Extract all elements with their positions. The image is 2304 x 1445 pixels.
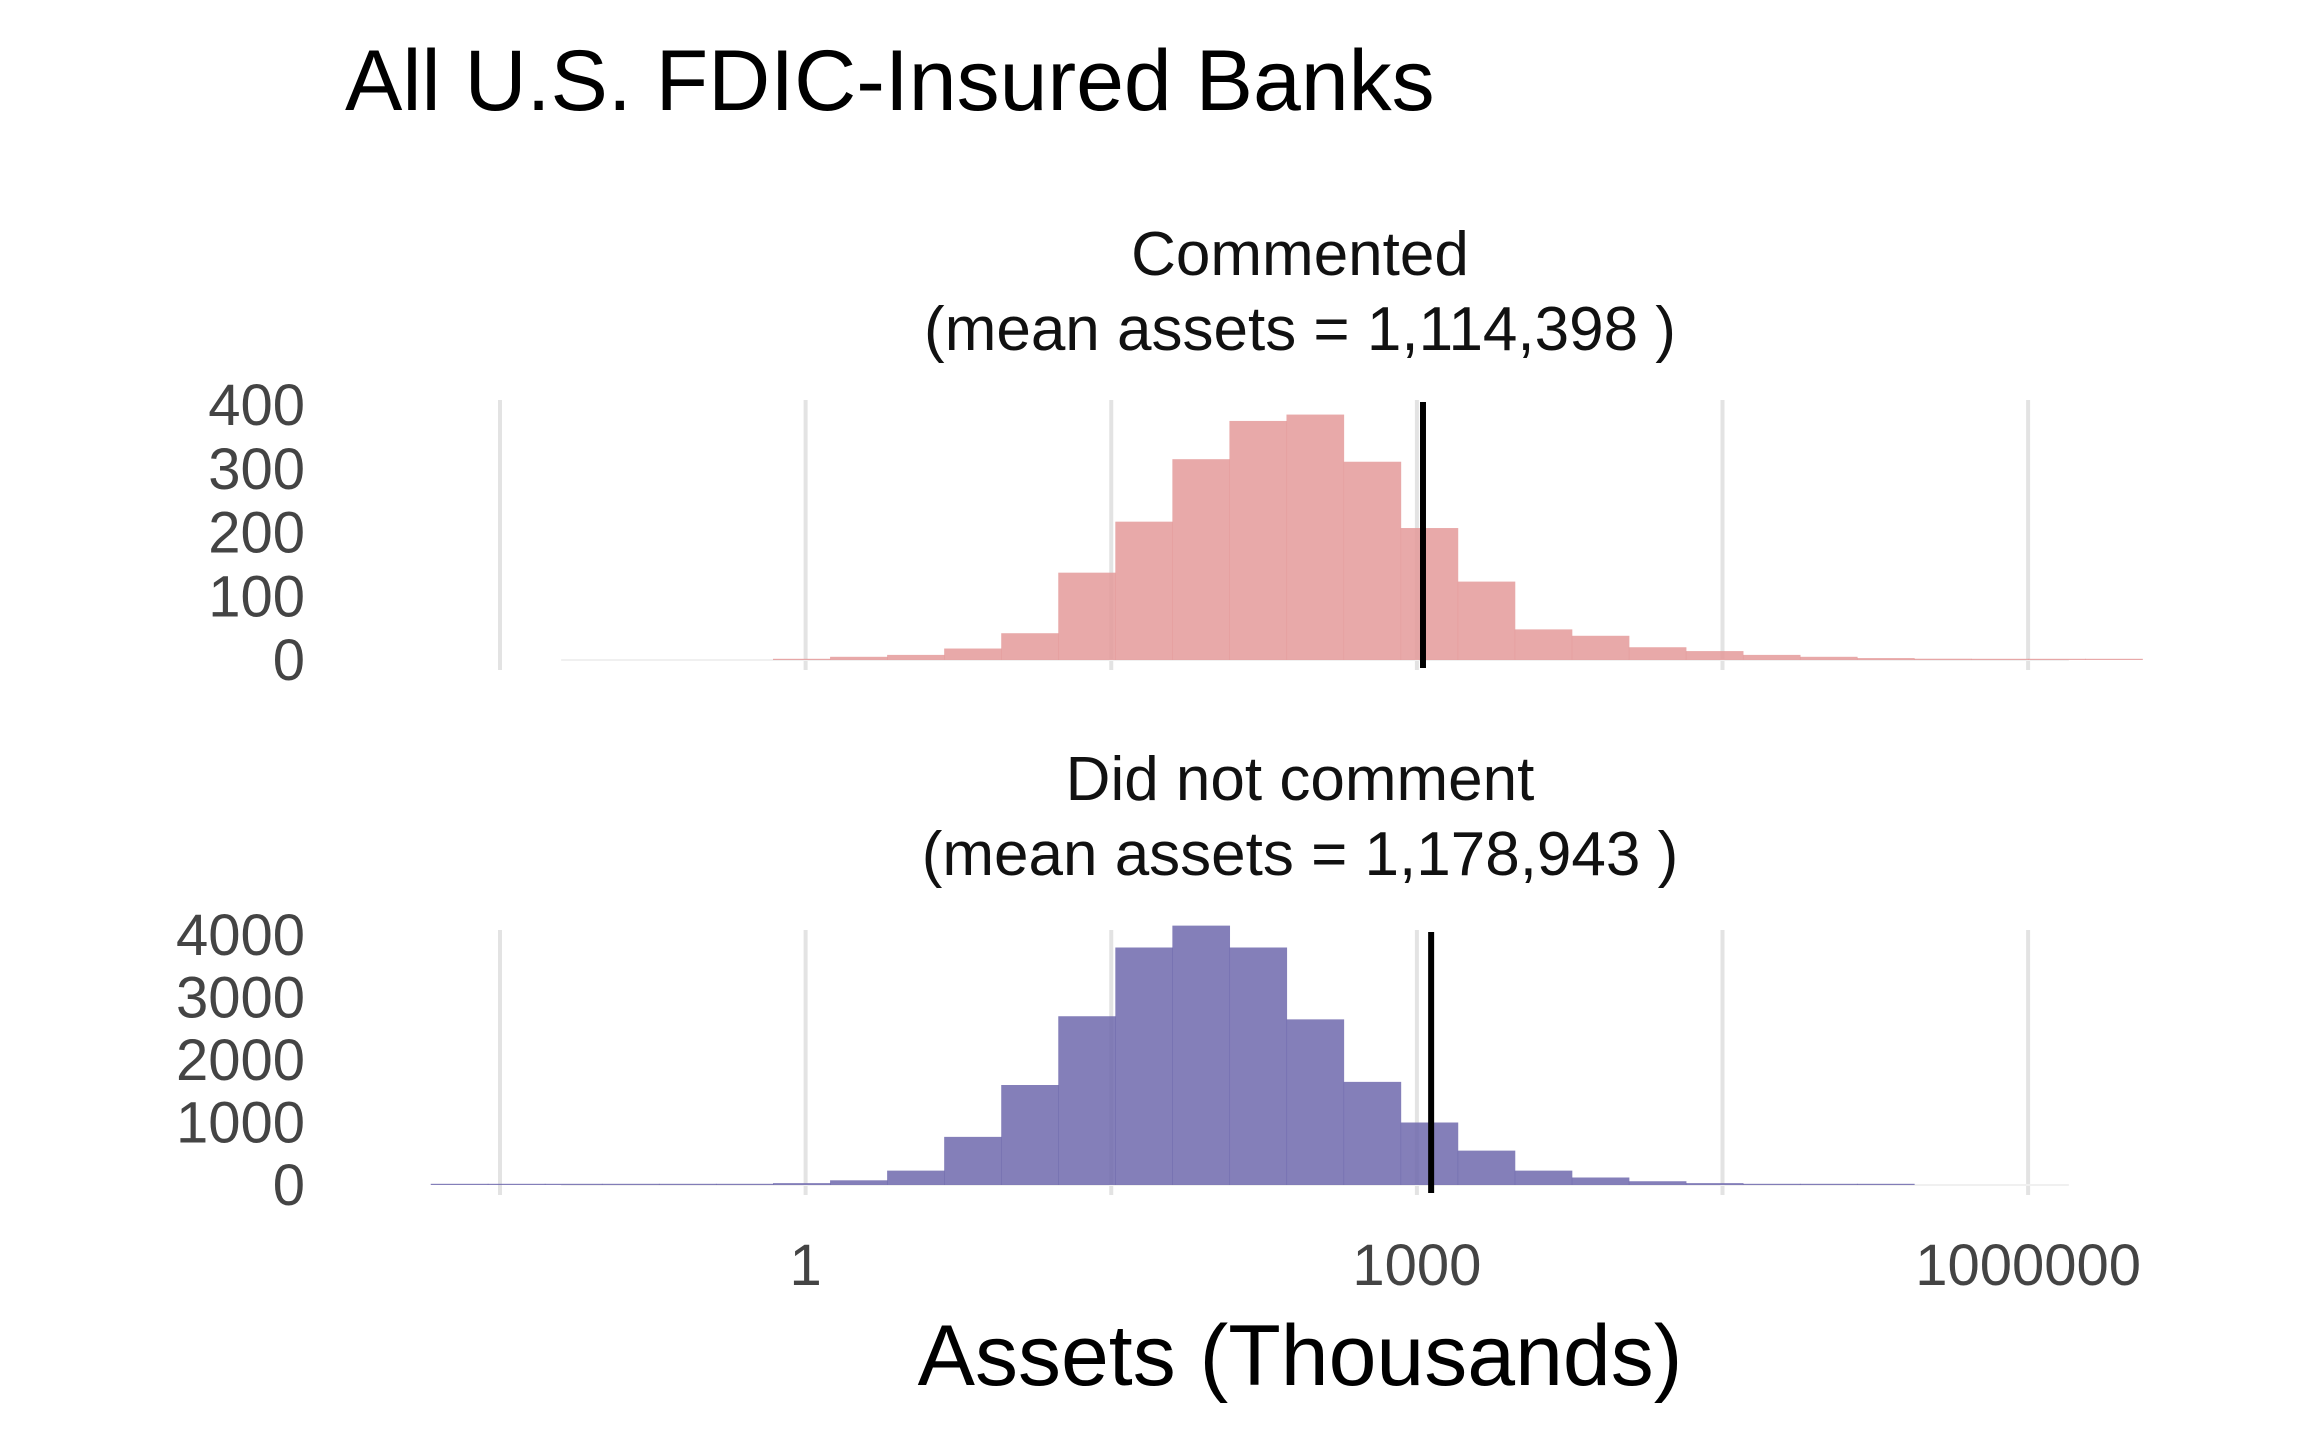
histogram-bar	[1229, 420, 1288, 660]
x-axis-ticks: 1 1000 1000000	[789, 1233, 2141, 1298]
histogram-bar	[1571, 1177, 1630, 1185]
histogram-bar	[1058, 1016, 1116, 1185]
histogram-bar	[1742, 1183, 1801, 1185]
histogram-bar	[1799, 656, 1858, 660]
y-tick-label: 0	[273, 1153, 305, 1218]
histogram-bar	[1058, 572, 1116, 660]
panel-title-line2: (mean assets = 1,178,943 )	[922, 820, 1679, 889]
histogram-bar	[773, 1183, 831, 1185]
x-axis-label: Assets (Thousands)	[918, 1308, 1683, 1404]
histogram-bar	[887, 1170, 945, 1185]
histogram-bar	[544, 1183, 603, 1185]
histogram-bar	[887, 654, 945, 660]
histogram-bar	[1514, 629, 1573, 660]
histogram-bar	[1286, 414, 1345, 660]
histogram-bar	[1115, 947, 1173, 1185]
histogram-bar	[1457, 581, 1516, 660]
histogram-bar	[1799, 1183, 1858, 1185]
histogram-bar	[1115, 521, 1173, 660]
histogram-bar	[1856, 658, 1915, 660]
y-tick-label: 300	[208, 437, 305, 502]
histogram-bar	[658, 1183, 717, 1185]
histogram-bar	[715, 1183, 774, 1185]
y-tick-label: 4000	[176, 903, 305, 968]
histogram-bar	[1685, 651, 1744, 660]
panel-did-not-comment: Did not comment (mean assets = 1,178,943…	[176, 745, 2069, 1218]
y-tick-label: 3000	[176, 966, 305, 1031]
histogram-bar	[1457, 1150, 1516, 1185]
histogram-bar	[1400, 528, 1459, 660]
chart-title: All U.S. FDIC-Insured Banks	[345, 33, 1435, 129]
histogram-bar	[1001, 1085, 1059, 1185]
histogram-bar	[1971, 658, 2029, 660]
x-tick-label: 1000000	[1915, 1233, 2141, 1298]
histogram-bar	[430, 1183, 489, 1185]
y-tick-label: 0	[273, 628, 305, 693]
y-tick-label: 200	[208, 501, 305, 566]
panel-commented: Commented (mean assets = 1,114,398 ) 010…	[208, 220, 2143, 693]
histogram-bar	[1685, 1183, 1744, 1185]
histogram-bar	[1514, 1170, 1573, 1185]
histogram-bar	[1172, 459, 1231, 660]
y-tick-label: 1000	[176, 1091, 305, 1156]
histogram-bar	[1343, 1081, 1402, 1185]
histogram-bar	[1914, 658, 1972, 660]
histogram-bars	[430, 925, 1915, 1185]
histogram-bar	[830, 1180, 888, 1185]
histogram-bar	[1229, 947, 1288, 1185]
histogram-bar	[1172, 925, 1231, 1185]
histogram-bar	[944, 1136, 1002, 1185]
x-tick-label: 1000	[1352, 1233, 1481, 1298]
histogram-bar	[2085, 658, 2143, 660]
panel-title-line1: Did not comment	[1066, 745, 1535, 814]
histogram-bar	[1571, 635, 1630, 660]
histogram-bar	[601, 1183, 660, 1185]
histogram-bar	[1742, 654, 1801, 660]
histogram-bar	[2028, 658, 2086, 660]
histogram-bar	[1628, 647, 1687, 660]
y-tick-label: 400	[208, 373, 305, 438]
histogram-bar	[1286, 1019, 1345, 1185]
histogram-bar	[944, 648, 1002, 660]
histogram-bar	[773, 658, 831, 660]
panel-title-line1: Commented	[1131, 220, 1469, 289]
histogram-bar	[1001, 633, 1059, 660]
histogram-bar	[830, 656, 888, 660]
panel-title-line2: (mean assets = 1,114,398 )	[924, 295, 1676, 364]
histogram-bar	[1856, 1183, 1915, 1185]
y-tick-label: 2000	[176, 1028, 305, 1093]
histogram-bar	[1343, 461, 1402, 660]
histogram-bar	[487, 1183, 546, 1185]
histogram-bar	[1628, 1181, 1687, 1185]
y-tick-label: 100	[208, 564, 305, 629]
x-tick-label: 1	[789, 1233, 821, 1298]
histogram-bars	[773, 414, 2143, 660]
